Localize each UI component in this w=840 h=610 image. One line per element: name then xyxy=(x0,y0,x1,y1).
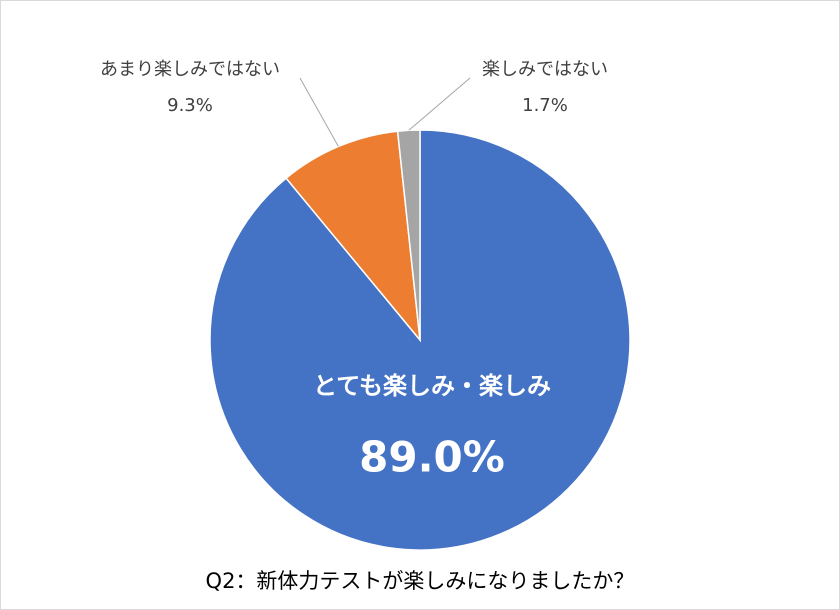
slice-label: あまり楽しみではない xyxy=(100,59,280,80)
slice-label: 楽しみではない xyxy=(482,59,608,80)
slice-label: とても楽しみ・楽しみ xyxy=(313,372,551,400)
value-label: 89.0% xyxy=(359,433,505,482)
leader-line xyxy=(408,77,471,131)
value-label: 9.3% xyxy=(167,95,213,116)
chart-title: Q2：新体力テストが楽しみになりましたか？ xyxy=(206,569,635,593)
pie-slice xyxy=(285,130,422,343)
value-label: 1.7% xyxy=(522,95,568,116)
leader-line xyxy=(299,77,339,147)
